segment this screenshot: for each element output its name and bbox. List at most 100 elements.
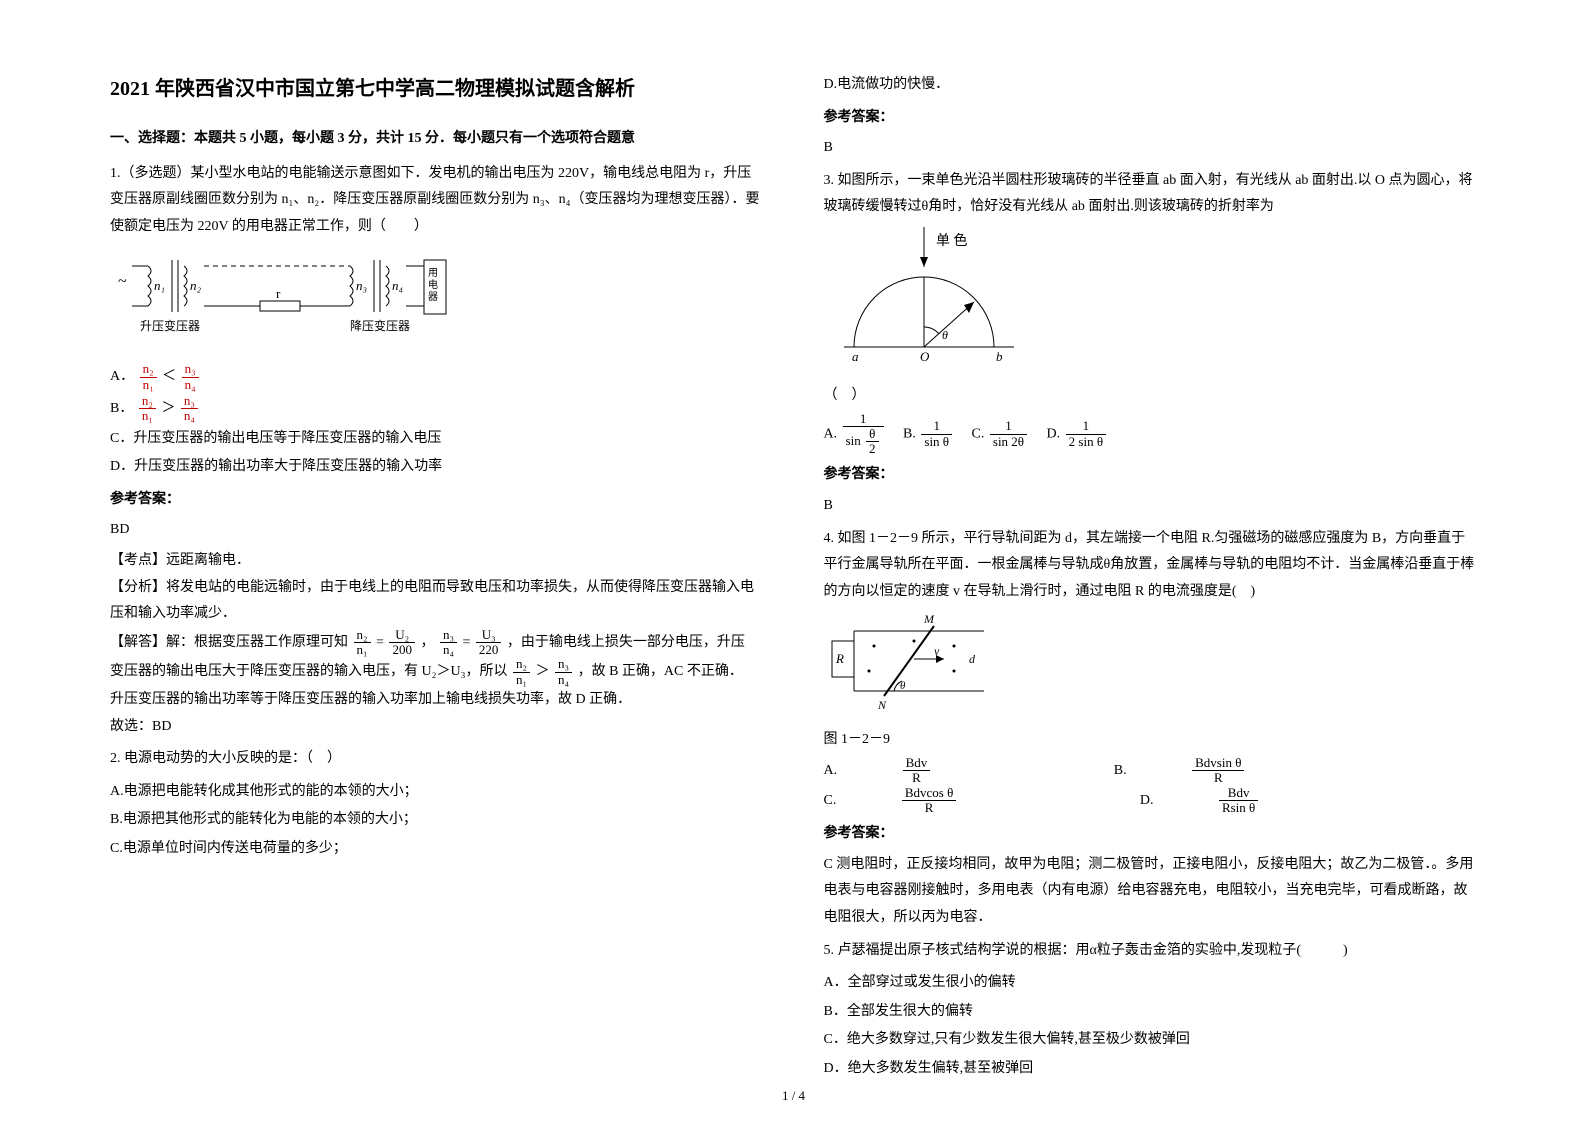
q4-M-label: M [923, 612, 935, 626]
q3-diagram: 单 色 a O θ b [824, 227, 1044, 377]
q3-paren: （ ） [824, 383, 1478, 410]
page-footer: 1 / 4 [0, 1088, 1587, 1104]
q1-jieda-f1b: U₂200 [389, 628, 415, 658]
q4-optA-frac: BdvR [903, 756, 991, 786]
q1-fenxi: 【分析】将发电站的电能远输时，由于电线上的电阻而导致电压和功率损失，从而使得降压… [110, 575, 764, 628]
q2-ans-label: 参考答案： [824, 105, 1478, 132]
q3-theta-label: θ [942, 328, 948, 342]
q3-b-label: b [996, 349, 1003, 364]
cmp3: ＞ [536, 664, 550, 679]
q4-N-label: N [877, 698, 887, 712]
n2-label: n₂ [190, 278, 202, 293]
eq1: = [376, 635, 384, 650]
q4-exp: C 测电阻时，正反接均相同，故甲为电阻；测二极管时，正接电阻小，反接电阻大；故乙… [824, 852, 1478, 932]
q1-optA-cmp: ＜ [162, 369, 176, 384]
load-label-3: 器 [428, 291, 438, 303]
eq2: = [463, 635, 471, 650]
q1-optD: D．升压变压器的输出功率大于降压变压器的输入功率 [110, 454, 764, 481]
right-transformer-label: 降压变压器 [350, 318, 410, 333]
q2-stem: 2. 电源电动势的大小反映的是：（ ） [110, 746, 764, 773]
q1-optA: A． n₂n₁ ＜ n₃n₄ [110, 362, 764, 392]
q2-optD: D.电流做功的快慢． [824, 72, 1478, 99]
q1-jieda-f3b: n₃n₄ [555, 657, 572, 687]
q4-optC-label: C. [824, 788, 837, 815]
q4-diagram: R M N v d θ [824, 611, 994, 721]
ac-symbol: ~ [118, 273, 127, 290]
n1-label: n₁ [154, 278, 165, 293]
q4-optD-frac: BdvRsin θ [1219, 786, 1318, 816]
q1-optC: C．升压变压器的输出电压等于降压变压器的输入电压 [110, 426, 764, 453]
q1-stem: 1.（多选题）某小型水电站的电能输送示意图如下．发电机的输出电压为 220V，输… [110, 161, 764, 241]
q5-optD: D．绝大多数发生偏转,甚至被弹回 [824, 1056, 1478, 1083]
right-column: D.电流做功的快慢． 参考答案： B 3. 如图所示，一束单色光沿半圆柱形玻璃砖… [824, 70, 1478, 1092]
q4-optB-frac: Bdvsin θR [1192, 756, 1304, 786]
q3-optD-label: D. [1047, 426, 1061, 441]
q3-mono-label: 单 色 [936, 232, 968, 249]
q1-optB: B． n₂n₁ ＞ n₃n₄ [110, 394, 764, 424]
q1-jieda-line2: 变压器的输出电压大于降压变压器的输入电压，有 U₂＞U₃，所以 n₂n₁ ＞ n… [110, 657, 764, 687]
load-label-2: 电 [428, 278, 438, 291]
q3-options: A. 1 sin θ2 B. 1sin θ C. 1sin 2θ D. 12 s… [824, 412, 1478, 457]
q2-optB: B.电源把其他形式的能转化为电能的本领的大小； [110, 807, 764, 834]
q3-optA-frac: 1 sin θ2 [843, 412, 884, 457]
r-label: r [276, 286, 281, 301]
q1-circuit-diagram: ~ n₁ n₂ r n₃ n₄ [110, 246, 470, 356]
q1-ans: BD [110, 517, 764, 544]
q4-d-label: d [969, 652, 976, 666]
q4-optD-label: D. [1140, 788, 1154, 815]
q1-final: 故选：BD [110, 714, 764, 741]
q1-optA-frac-left: n₂n₁ [140, 362, 157, 392]
q3-optB-label: B. [903, 426, 916, 441]
q3-optD-frac: 12 sin θ [1066, 419, 1106, 449]
q4-optC-frac: Bdvcos θR [902, 786, 1016, 816]
q3-optA-label: A. [824, 426, 838, 441]
q4-theta-label: θ [900, 680, 906, 692]
q1-optB-frac-right: n₃n₄ [181, 394, 198, 424]
q1-jieda-f1a: n₂n₁ [354, 628, 371, 658]
q3-ans: B [824, 493, 1478, 520]
page: 2021 年陕西省汉中市国立第七中学高二物理模拟试题含解析 一、选择题：本题共 … [0, 0, 1587, 1122]
load-label-1: 用 [428, 268, 438, 279]
q1-ans-label: 参考答案： [110, 487, 764, 514]
q1-optB-frac-left: n₂n₁ [139, 394, 156, 424]
q2-optC: C.电源单位时间内传送电荷量的多少； [110, 836, 764, 863]
q1-optB-label: B． [110, 401, 133, 416]
q5-stem: 5. 卢瑟福提出原子核式结构学说的根据：用α粒子轰击金箔的实验中,发现粒子( ) [824, 938, 1478, 965]
q3-O-label: O [920, 349, 930, 364]
q1-jieda-f3a: n₂n₁ [513, 657, 530, 687]
q4-optB-label: B. [1114, 758, 1127, 785]
n3-label: n₃ [356, 278, 367, 293]
q1-jieda-line3: 升压变压器的输出功率等于降压变压器的输入功率加上输电线损失功率，故 D 正确． [110, 687, 764, 714]
q4-options: A. BdvR B. Bdvsin θR C. Bdvcos θR D. Bdv… [824, 756, 1478, 815]
q1-jieda-pre: 【解答】解：根据变压器工作原理可知 [110, 635, 348, 650]
left-transformer-label: 升压变压器 [140, 318, 200, 333]
inner-frac: θ2 [866, 427, 879, 457]
q3-ans-label: 参考答案： [824, 462, 1478, 489]
q1-optA-frac-right: n₃n₄ [182, 362, 199, 392]
q1-jieda-f2b: U₃220 [476, 628, 502, 658]
q4-v-label: v [934, 644, 940, 658]
section-heading: 一、选择题：本题共 5 小题，每小题 3 分，共计 15 分．每小题只有一个选项… [110, 126, 764, 153]
q2-optA: A.电源把电能转化成其他形式的能的本领的大小； [110, 779, 764, 806]
q5-optA: A．全部穿过或发生很小的偏转 [824, 970, 1478, 997]
q1-kaodian: 【考点】远距离输电． [110, 548, 764, 575]
left-column: 2021 年陕西省汉中市国立第七中学高二物理模拟试题含解析 一、选择题：本题共 … [110, 70, 764, 1092]
q1-jieda-line2-post: ，故 B 正确，AC 不正确． [578, 664, 743, 679]
q5-optC: C．绝大多数穿过,只有少数发生很大偏转,甚至极少数被弹回 [824, 1027, 1478, 1054]
q3-a-label: a [852, 349, 859, 364]
q3-optC-frac: 1sin 2θ [990, 419, 1027, 449]
q4-ans-label: 参考答案： [824, 821, 1478, 848]
q4-optA-label: A. [824, 758, 838, 785]
q1-jieda-line1: 【解答】解：根据变压器工作原理可知 n₂n₁ = U₂200 ， n₃n₄ = … [110, 628, 764, 658]
n4-label: n₄ [392, 278, 404, 293]
q2-ans: B [824, 135, 1478, 162]
q1-jieda-post: ，由于输电线上损失一部分电压，升压 [507, 635, 745, 650]
comma1: ， [420, 635, 434, 650]
q3-stem: 3. 如图所示，一束单色光沿半圆柱形玻璃砖的半径垂直 ab 面入射，有光线从 a… [824, 168, 1478, 221]
q1-optB-cmp: ＞ [161, 401, 175, 416]
q4-stem: 4. 如图 1－2－9 所示，平行导轨间距为 d，其左端接一个电阻 R.匀强磁场… [824, 526, 1478, 606]
q1-jieda-f2a: n₃n₄ [440, 628, 457, 658]
q1-optA-label: A． [110, 369, 134, 384]
q1-jieda-line2-pre: 变压器的输出电压大于降压变压器的输入电压，有 U₂＞U₃，所以 [110, 664, 507, 679]
q3-optC-label: C. [972, 426, 985, 441]
